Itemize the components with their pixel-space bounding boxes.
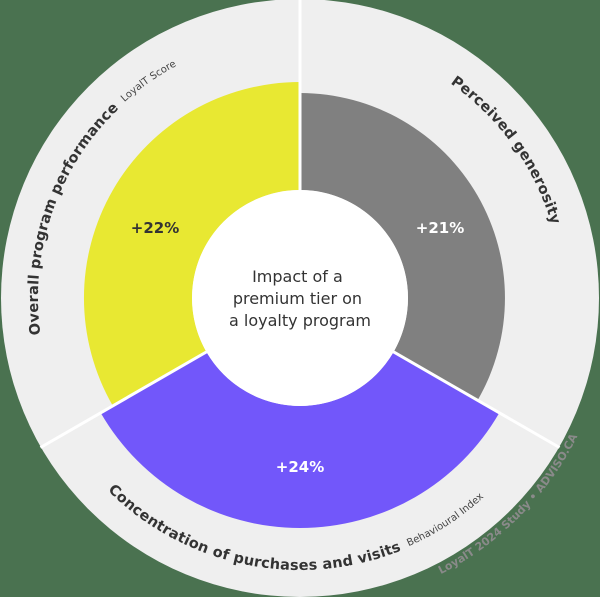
- segment-overall-performance[interactable]: [83, 82, 300, 406]
- value-label-overall: +22%: [131, 219, 179, 237]
- segment-concentration[interactable]: [100, 352, 500, 529]
- value-label-generosity: +21%: [416, 219, 464, 237]
- segment-perceived-generosity[interactable]: [300, 93, 505, 401]
- value-label-concentration: +24%: [276, 458, 324, 476]
- center-circle: [192, 190, 408, 406]
- center-title: Impact of a premium tier on a loyalty pr…: [229, 267, 371, 330]
